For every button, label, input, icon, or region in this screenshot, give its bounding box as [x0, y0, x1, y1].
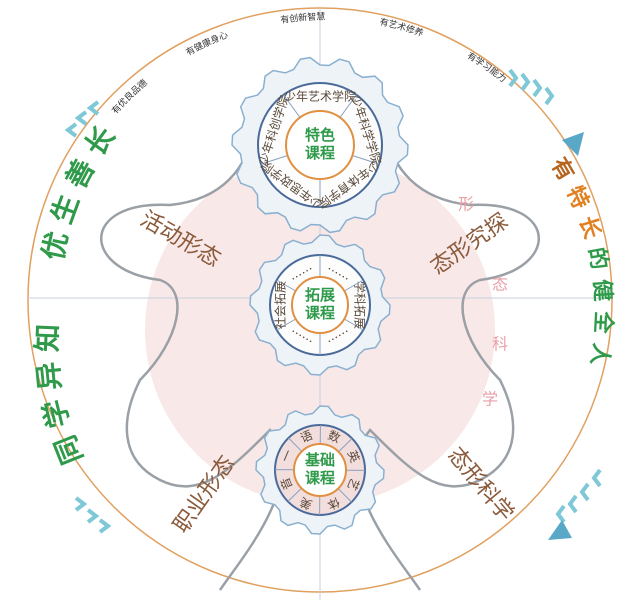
gear-title: 特色	[305, 126, 335, 144]
side-char: 学	[482, 390, 498, 409]
top-arc-item: 有创新智慧	[279, 10, 325, 26]
side-char: 态	[492, 275, 508, 294]
arrow-head	[548, 520, 572, 540]
top-arc-text: 有艺术修养	[379, 15, 426, 39]
gear-title: 拓展	[305, 286, 335, 304]
diagram: 有优良品德 有健康身心 有创新智慧 有艺术修养 有学习能力 同学异知 优生善长 …	[0, 0, 643, 613]
top-arc-item: 有学习能力	[465, 49, 509, 85]
gear-title: 课程	[305, 144, 335, 162]
top-arc-text: 有健康身心	[184, 29, 230, 58]
ring-label: 社会拓展	[273, 281, 288, 329]
top-arc-item: 有艺术修养	[379, 15, 426, 39]
arrow-head	[562, 132, 584, 156]
right-slogan: 有特长的健全人	[546, 153, 617, 377]
top-arc-item: 有优良品德	[109, 76, 150, 116]
slogan-part: 同学异知	[31, 313, 90, 469]
form-label: 职业形态	[169, 451, 240, 537]
slogan-part: 有特长的健全人	[546, 153, 617, 377]
ring-label: 少年艺术学院	[284, 89, 356, 104]
top-arc-text: 有创新智慧	[279, 10, 325, 26]
gear-title: 课程	[305, 304, 335, 322]
top-arc-text: 有学习能力	[465, 49, 509, 85]
slogan-part: 的	[583, 245, 614, 281]
top-arc-text: 有优良品德	[109, 76, 150, 116]
top-arc-item: 有健康身心	[184, 29, 230, 58]
side-char: 科	[492, 335, 508, 354]
gear-title: 基础	[304, 451, 335, 469]
gear-title: 课程	[305, 469, 335, 487]
left-slogan: 同学异知	[31, 313, 90, 469]
side-char: 形	[458, 195, 474, 214]
slogan-part: 健全人	[584, 278, 617, 377]
ring-label: 学科拓展	[353, 281, 368, 329]
